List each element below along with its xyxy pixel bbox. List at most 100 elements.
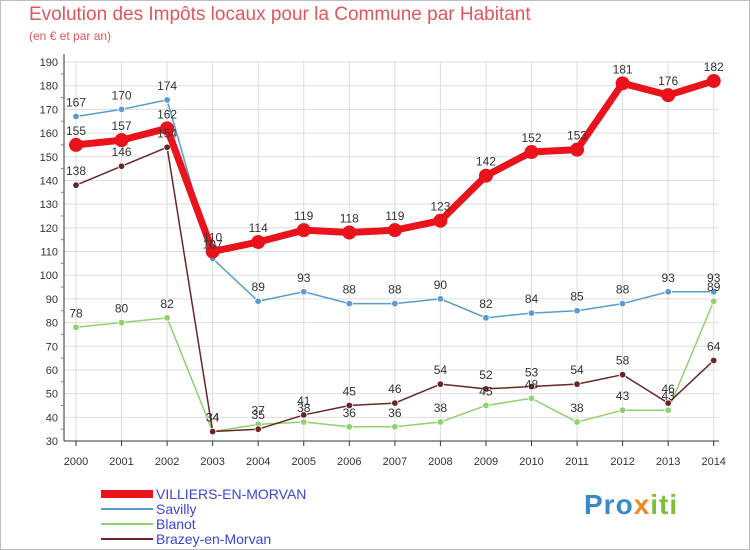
value-label-brazey-en-morvan-2009: 52 [479, 368, 493, 382]
value-label-brazey-en-morvan-2013: 46 [661, 382, 675, 396]
point-villiers-en-morvan-2001 [114, 133, 129, 148]
value-label-villiers-en-morvan-2006: 118 [340, 212, 359, 226]
value-label-villiers-en-morvan-2010: 152 [521, 131, 541, 145]
value-label-savilly-2001: 170 [112, 88, 132, 102]
x-tick-label-2004: 2004 [246, 456, 270, 468]
point-brazey-en-morvan-2003 [208, 427, 217, 436]
x-tick-label-2011: 2011 [565, 456, 589, 468]
value-label-blanot-2006: 36 [343, 406, 357, 420]
value-label-villiers-en-morvan-2002: 162 [157, 107, 177, 121]
point-brazey-en-morvan-2008 [436, 380, 445, 388]
point-villiers-en-morvan-2009 [478, 168, 493, 183]
point-blanot-2007 [391, 423, 399, 431]
point-villiers-en-morvan-2000 [69, 137, 83, 152]
value-label-savilly-2014: 93 [707, 271, 721, 285]
point-savilly-2002 [163, 96, 171, 104]
point-blanot-2010 [527, 394, 536, 403]
point-savilly-2006 [345, 299, 353, 308]
chart-subtitle: (en € et par an) [29, 29, 112, 43]
value-label-brazey-en-morvan-2006: 45 [343, 384, 357, 398]
point-blanot-2011 [573, 418, 581, 426]
point-savilly-2012 [618, 299, 627, 308]
value-label-villiers-en-morvan-2013: 176 [658, 74, 678, 88]
value-label-savilly-2004: 89 [252, 280, 266, 294]
point-savilly-2005 [300, 288, 308, 296]
x-tick-label-2001: 2001 [109, 456, 133, 468]
legend-label-savilly: Savilly [156, 501, 196, 517]
x-tick-label-2010: 2010 [519, 456, 543, 468]
point-savilly-2007 [391, 299, 399, 308]
point-blanot-2014 [710, 297, 718, 305]
series-layer [69, 73, 721, 436]
x-tick-label-2002: 2002 [155, 456, 179, 468]
value-label-blanot-2000: 78 [69, 306, 83, 320]
point-villiers-en-morvan-2008 [433, 213, 448, 228]
x-tick-label-2006: 2006 [337, 456, 361, 468]
value-label-brazey-en-morvan-2003: 34 [206, 411, 220, 425]
y-tick-label-100: 100 [40, 270, 58, 282]
value-label-villiers-en-morvan-2008: 123 [430, 200, 450, 214]
value-label-blanot-2011: 38 [570, 401, 584, 415]
value-label-savilly-2010: 84 [525, 292, 539, 306]
x-tick-label-2014: 2014 [701, 456, 725, 468]
value-label-savilly-2008: 90 [434, 278, 448, 292]
value-label-savilly-2012: 88 [616, 283, 630, 297]
value-label-blanot-2012: 43 [616, 389, 630, 403]
value-label-blanot-2008: 38 [434, 401, 448, 415]
point-villiers-en-morvan-2005 [296, 223, 311, 238]
point-blanot-2013 [664, 406, 672, 414]
y-tick-label-60: 60 [46, 365, 58, 377]
point-brazey-en-morvan-2012 [618, 370, 627, 379]
y-tick-label-150: 150 [40, 152, 58, 164]
value-label-brazey-en-morvan-2004: 35 [252, 408, 266, 422]
value-label-blanot-2007: 36 [388, 406, 402, 420]
point-villiers-en-morvan-2014 [706, 73, 721, 88]
value-label-blanot-2009: 45 [479, 384, 493, 398]
point-blanot-2009 [482, 401, 490, 410]
value-label-brazey-en-morvan-2012: 58 [616, 354, 630, 368]
x-tick-label-2007: 2007 [383, 456, 407, 468]
y-tick-label-140: 140 [40, 175, 58, 187]
point-savilly-2000 [72, 112, 80, 121]
value-label-brazey-en-morvan-2010: 53 [525, 366, 539, 380]
point-blanot-2001 [117, 318, 126, 327]
point-blanot-2006 [345, 423, 353, 431]
point-brazey-en-morvan-2005 [300, 411, 308, 419]
y-tick-label-30: 30 [46, 436, 58, 448]
point-villiers-en-morvan-2013 [661, 88, 676, 103]
value-label-blanot-2003: 34 [206, 411, 220, 425]
point-blanot-2005 [300, 418, 308, 426]
point-villiers-en-morvan-2011 [570, 142, 585, 157]
point-savilly-2009 [482, 314, 490, 322]
point-brazey-en-morvan-2000 [72, 181, 80, 189]
x-tick-label-2003: 2003 [200, 456, 224, 468]
y-tick-label-190: 190 [40, 57, 58, 69]
point-villiers-en-morvan-2006 [342, 225, 357, 240]
point-savilly-2011 [573, 307, 581, 315]
value-label-blanot-2013: 43 [661, 389, 675, 403]
point-savilly-2001 [117, 105, 126, 114]
point-savilly-2010 [527, 309, 536, 317]
point-savilly-2008 [436, 295, 445, 303]
value-label-villiers-en-morvan-2012: 181 [613, 62, 633, 76]
value-label-villiers-en-morvan-2005: 119 [294, 209, 313, 223]
point-brazey-en-morvan-2006 [345, 401, 353, 410]
y-tick-label-80: 80 [46, 318, 58, 330]
y-tick-label-160: 160 [40, 128, 58, 140]
value-label-villiers-en-morvan-2011: 153 [567, 129, 587, 143]
legend-label-brazey-en-morvan: Brazey-en-Morvan [156, 531, 271, 547]
axes: 30 40 50 60 70 80 90 100 110 120 130 140 150 160 170 18… [40, 54, 726, 468]
legend: VILLIERS-EN-MORVANSavillyBlanotBrazey-en… [101, 486, 306, 547]
value-label-savilly-2006: 88 [343, 283, 357, 297]
value-label-blanot-2005: 38 [297, 401, 311, 415]
point-villiers-en-morvan-2004 [251, 235, 266, 250]
value-label-savilly-2003: 107 [203, 238, 223, 252]
y-tick-label-180: 180 [40, 81, 58, 93]
value-label-blanot-2010: 48 [525, 377, 539, 391]
x-tick-label-2000: 2000 [64, 456, 88, 468]
value-label-blanot-2002: 82 [160, 297, 174, 311]
x-tick-label-2009: 2009 [474, 456, 498, 468]
point-villiers-en-morvan-2012 [615, 76, 630, 91]
y-tick-label-110: 110 [40, 247, 58, 259]
